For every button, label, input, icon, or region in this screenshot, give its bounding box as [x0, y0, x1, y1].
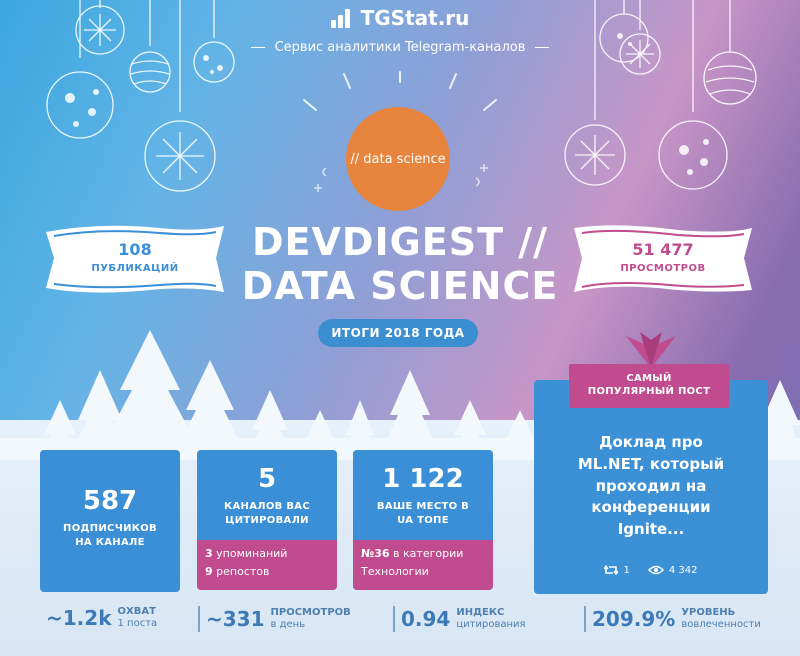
views-value: 51 477 — [632, 240, 694, 259]
avatar-rays-decoration — [303, 71, 497, 192]
post-text-line: ML.NET, который — [577, 454, 725, 473]
post-text-line: конференции — [591, 498, 711, 517]
tagline-text: Сервис аналитики Telegram-каналов — [274, 40, 526, 55]
eye-icon — [647, 565, 664, 575]
bow-icon — [626, 332, 676, 368]
header: TGStat.ru Сервис аналитики Telegram-кана… — [0, 6, 800, 55]
post-text-line: Доклад про — [599, 433, 703, 451]
brand-logo[interactable]: TGStat.ru — [330, 6, 470, 30]
popular-tag-line2: ПОПУЛЯРНЫЙ ПОСТ — [587, 386, 711, 397]
post-text-line: проходил на — [595, 476, 707, 495]
subscribers-label-line1: ПОДПИСЧИКОВ — [63, 523, 157, 534]
subscribers-card: 587 ПОДПИСЧИКОВ НА КАНАЛЕ — [40, 450, 180, 592]
stat-daily-views: ~331 ПРОСМОТРОВ в день — [198, 606, 351, 632]
engagement-sublabel: вовлеченности — [681, 619, 761, 630]
category-name: Технологии — [361, 564, 429, 578]
reach-label: ОХВАТ — [117, 606, 156, 617]
engagement-label: УРОВЕНЬ — [681, 607, 736, 618]
publications-ribbon: 108 ПУБЛИКАЦИЙ — [40, 218, 230, 300]
channel-avatar-text: // data science — [350, 151, 446, 167]
tagline: Сервис аналитики Telegram-каналов — [0, 40, 800, 55]
stats-row: ~1.2k ОХВАТ 1 поста ~331 ПРОСМОТРОВ в день… — [0, 606, 800, 646]
rank-category-details: №36 в категории Технологии — [353, 540, 493, 590]
stat-engagement: 209.9% УРОВЕНЬ вовлеченности — [584, 606, 761, 632]
reposts-label: репостов — [216, 564, 270, 578]
stat-citation-index: 0.94 ИНДЕКС цитирования — [393, 606, 526, 632]
engagement-value: 209.9% — [592, 607, 676, 631]
rank-label-line1: ВАШЕ МЕСТО В — [376, 501, 470, 512]
citation-index-sublabel: цитирования — [456, 619, 526, 630]
citations-label-line2: ЦИТИРОВАЛИ — [225, 514, 309, 526]
mentions-count: 3 — [205, 547, 213, 560]
popular-post-meta: 1 4 342 — [534, 564, 768, 576]
stat-reach: ~1.2k ОХВАТ 1 поста — [46, 606, 157, 630]
reach-value: ~1.2k — [46, 606, 112, 630]
citations-card: 5 КАНАЛОВ ВАС ЦИТИРОВАЛИ 3 упоминаний 9 … — [197, 450, 337, 590]
popular-post-tag: САМЫЙ ПОПУЛЯРНЫЙ ПОСТ — [569, 364, 729, 408]
mentions-label: упоминаний — [216, 547, 288, 560]
reach-sublabel: 1 поста — [117, 618, 158, 629]
rank-value: 1 122 — [382, 464, 464, 494]
daily-views-value: ~331 — [206, 607, 265, 631]
rank-card: 1 122 ВАШЕ МЕСТО В UA ТОПЕ №36 в категор… — [353, 450, 493, 590]
popular-post-reposts: 1 — [623, 564, 630, 576]
popular-post-views: 4 342 — [668, 564, 698, 576]
citations-label-line1: КАНАЛОВ ВАС — [224, 501, 310, 512]
publications-value: 108 — [118, 240, 152, 259]
daily-views-label: ПРОСМОТРОВ — [270, 607, 351, 618]
subscribers-label-line2: НА КАНАЛЕ — [75, 536, 145, 548]
repost-icon — [604, 564, 619, 576]
popular-post-text: Доклад про ML.NET, который проходил на к… — [548, 432, 754, 541]
views-label: ПРОСМОТРОВ — [620, 263, 706, 274]
bar-chart-icon — [330, 8, 353, 28]
rank-label-line2: UA ТОПЕ — [397, 514, 449, 526]
daily-views-sublabel: в день — [270, 619, 306, 630]
brand-name: TGStat.ru — [360, 6, 470, 30]
year-label: ИТОГИ 2018 ГОДА — [318, 319, 478, 347]
ornaments-decoration — [0, 0, 800, 340]
channel-title-line2: DATA SCIENCE — [241, 264, 559, 308]
citation-index-value: 0.94 — [401, 607, 451, 631]
category-label: в категории — [393, 547, 464, 560]
views-ribbon: 51 477 ПРОСМОТРОВ — [568, 218, 758, 300]
citations-details: 3 упоминаний 9 репостов — [197, 540, 337, 590]
category-rank: №36 — [361, 547, 390, 560]
citation-index-label: ИНДЕКС — [456, 607, 505, 618]
post-text-line: Ignite... — [617, 520, 685, 538]
citations-value: 5 — [257, 464, 277, 494]
popular-post-card[interactable]: САМЫЙ ПОПУЛЯРНЫЙ ПОСТ Доклад про ML.NET,… — [534, 332, 768, 594]
publications-label: ПУБЛИКАЦИЙ — [91, 263, 179, 274]
channel-avatar: // data science — [346, 107, 450, 211]
reposts-count: 9 — [205, 564, 213, 578]
popular-tag-line1: САМЫЙ — [626, 373, 672, 384]
subscribers-value: 587 — [82, 486, 138, 516]
channel-title-line1: DEVDIGEST // — [251, 220, 549, 264]
